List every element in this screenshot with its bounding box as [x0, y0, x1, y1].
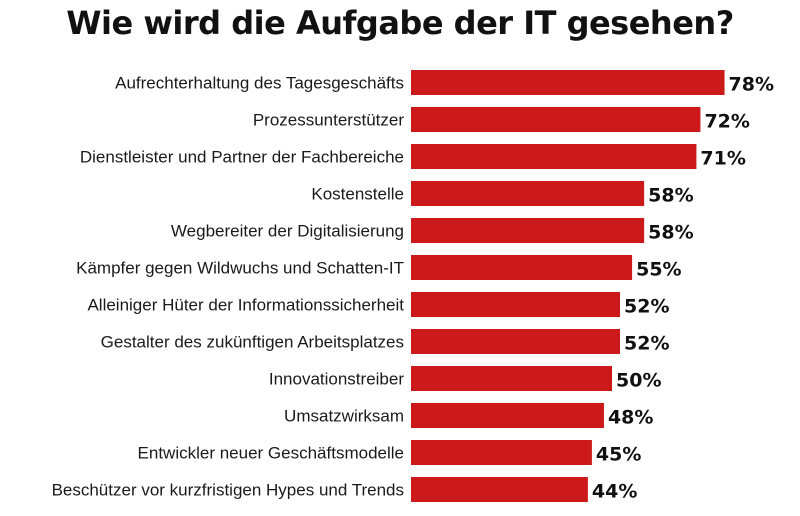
- category-label: Entwickler neuer Geschäftsmodelle: [138, 444, 404, 463]
- value-label: 71%: [700, 148, 745, 170]
- value-label: 78%: [729, 74, 774, 96]
- category-label: Gestalter des zukünftigen Arbeitsplatzes: [101, 333, 404, 352]
- category-label: Aufrechterhaltung des Tagesgeschäfts: [115, 74, 404, 93]
- value-label: 44%: [592, 481, 637, 503]
- category-label: Kämpfer gegen Wildwuchs und Schatten-IT: [76, 259, 404, 278]
- category-label: Alleiniger Hüter der Informationssicherh…: [87, 296, 404, 315]
- bar: [411, 440, 592, 465]
- category-label: Prozessunterstützer: [253, 111, 405, 130]
- value-label: 52%: [624, 296, 669, 318]
- bar: [411, 477, 588, 502]
- bar: [411, 292, 621, 317]
- value-label: 55%: [636, 259, 681, 281]
- bar: [411, 144, 697, 169]
- value-label: 52%: [624, 333, 669, 355]
- value-label: 50%: [616, 370, 661, 392]
- value-label: 58%: [648, 222, 693, 244]
- bar: [411, 107, 701, 132]
- category-label: Beschützer vor kurzfristigen Hypes und T…: [52, 481, 404, 500]
- bar: [411, 329, 621, 354]
- bar: [411, 255, 633, 280]
- category-label: Dienstleister und Partner der Fachbereic…: [80, 148, 404, 167]
- category-label: Umsatzwirksam: [284, 407, 404, 426]
- chart-title: Wie wird die Aufgabe der IT gesehen?: [66, 4, 734, 42]
- category-label: Innovationstreiber: [269, 370, 404, 389]
- bar: [411, 366, 612, 391]
- bar: [411, 403, 604, 428]
- bar: [411, 181, 645, 206]
- bar: [411, 218, 645, 243]
- category-label: Kostenstelle: [311, 185, 404, 204]
- value-label: 45%: [596, 444, 641, 466]
- value-label: 72%: [704, 111, 749, 133]
- category-label: Wegbereiter der Digitalisierung: [171, 222, 404, 241]
- value-label: 58%: [648, 185, 693, 207]
- bar: [411, 70, 725, 95]
- value-label: 48%: [608, 407, 653, 429]
